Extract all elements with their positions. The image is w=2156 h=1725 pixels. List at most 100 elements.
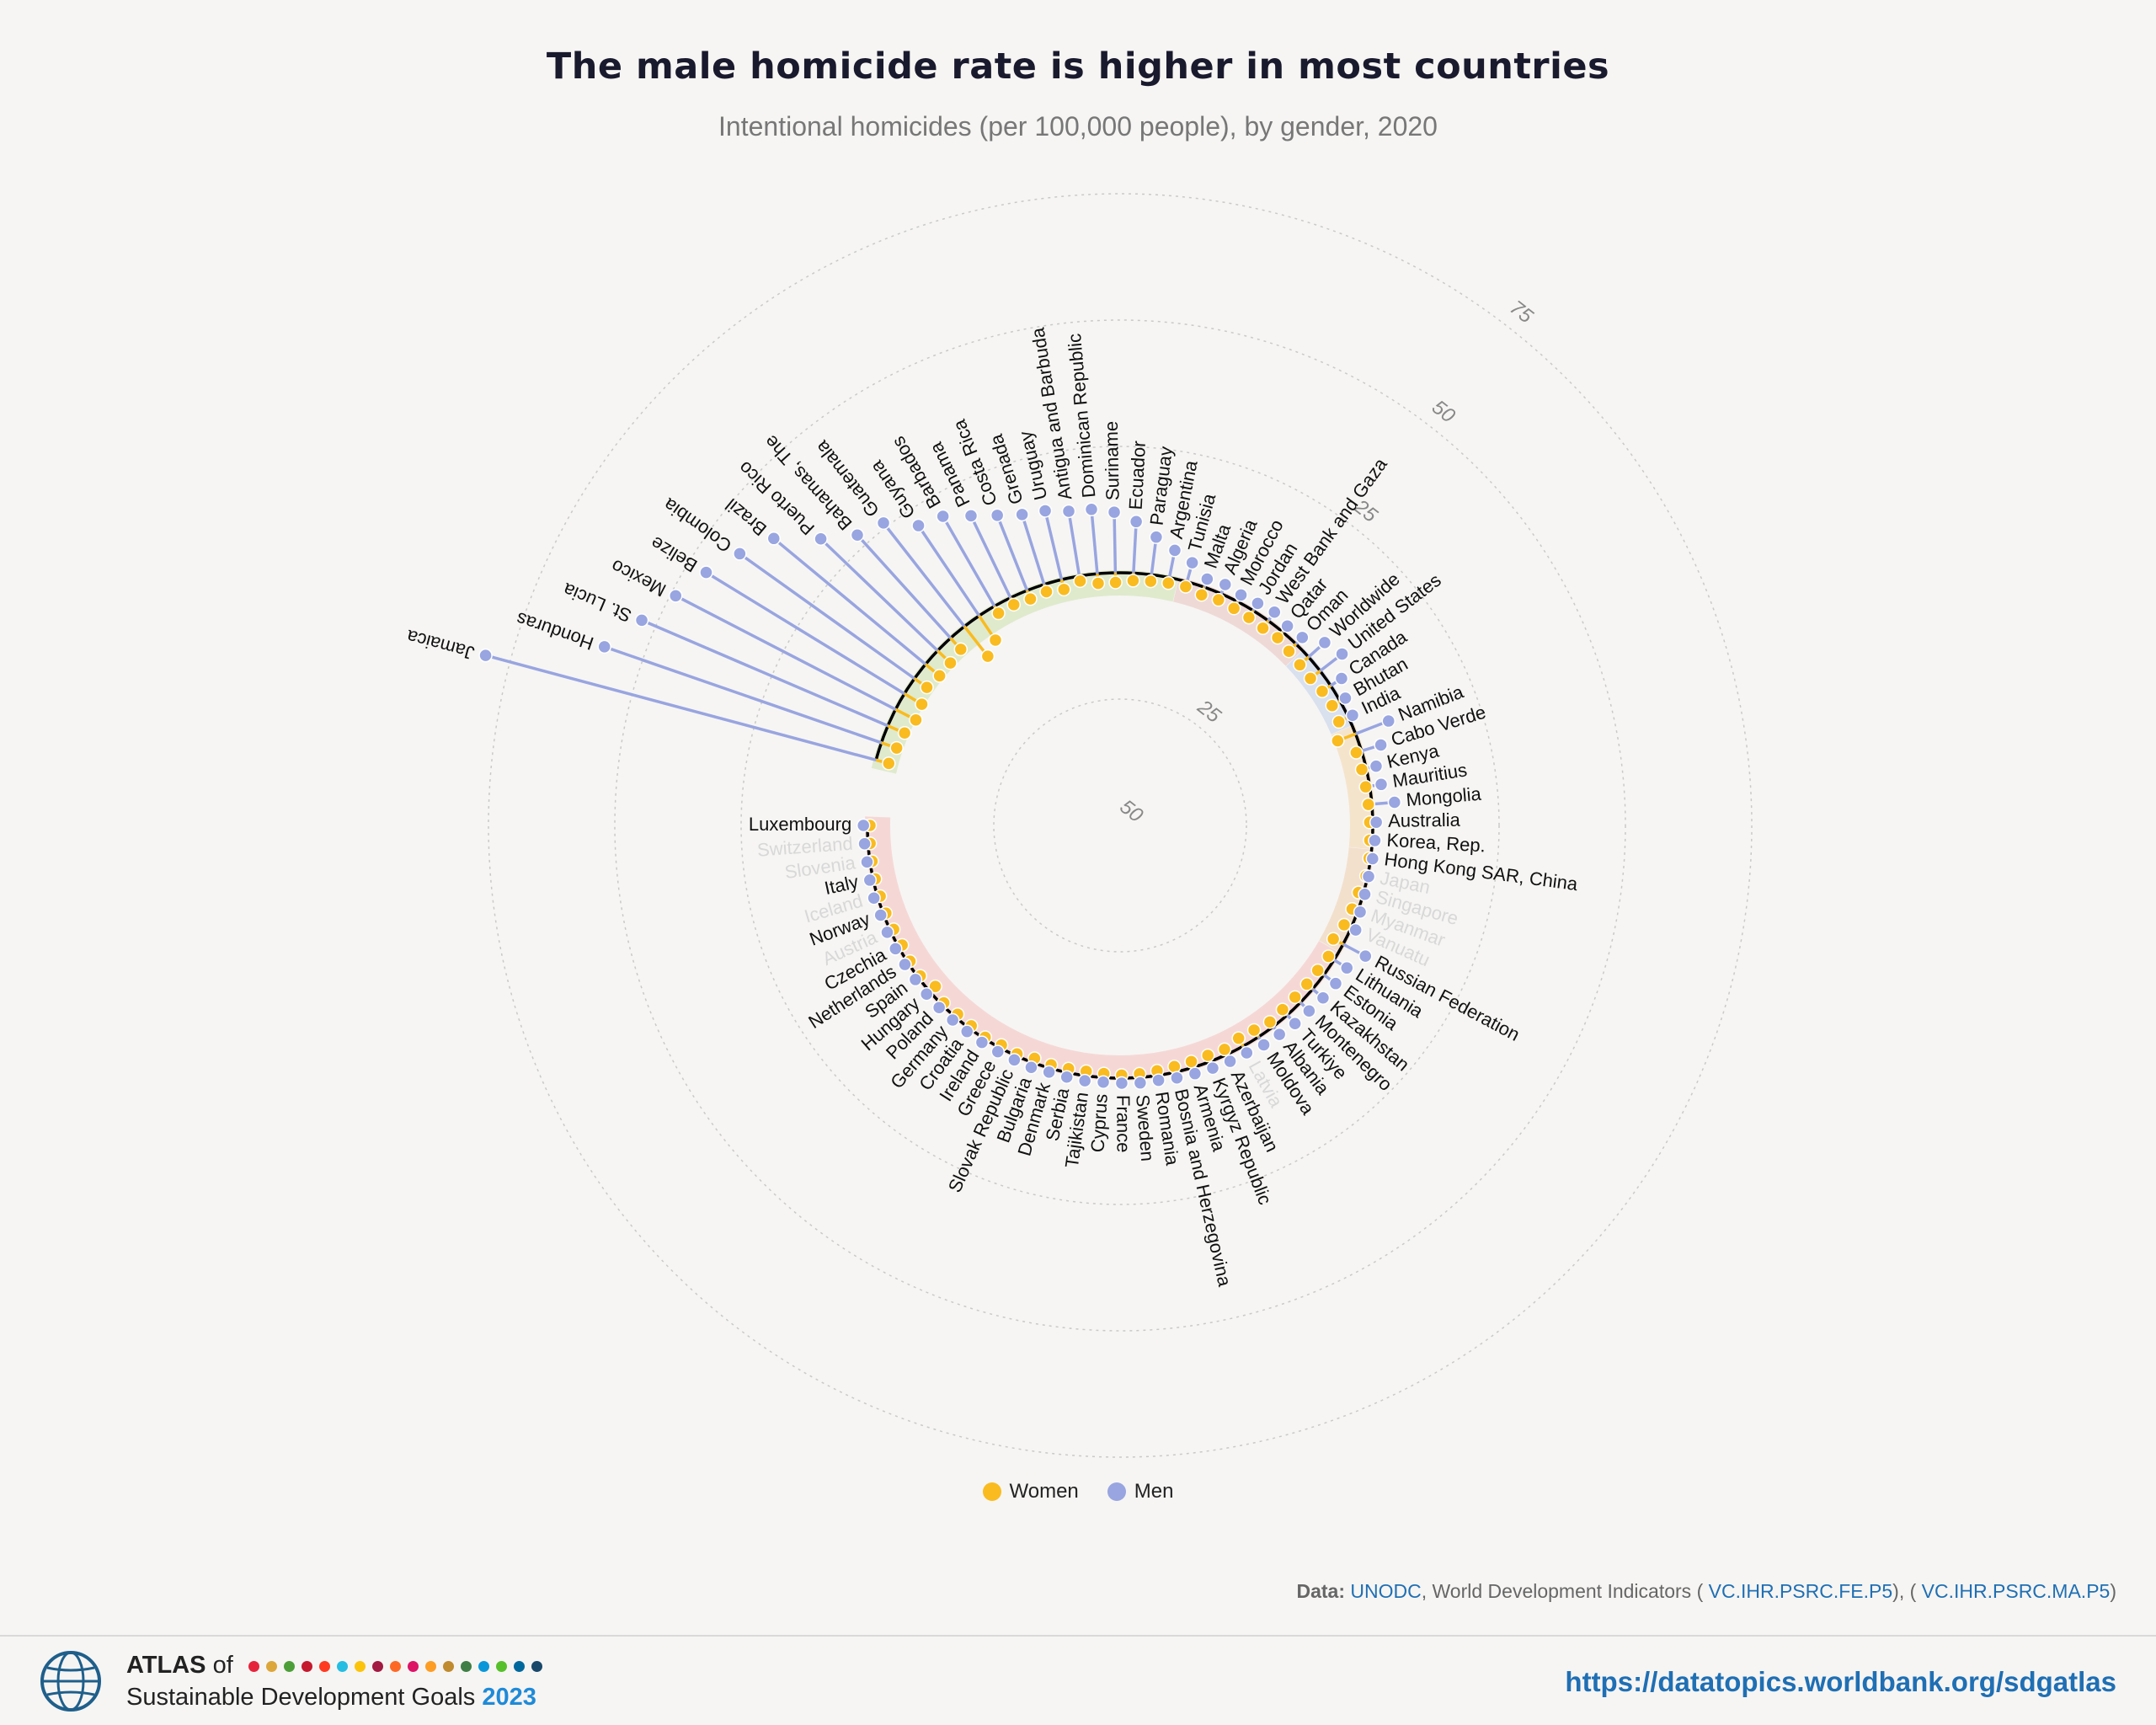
men-stem-uruguay: [1043, 510, 1064, 580]
women-point-hungary: [928, 979, 942, 994]
men-point-kyrgyz-republic: [1205, 1060, 1220, 1076]
women-point-antigua-and-barbuda: [1073, 574, 1087, 589]
men-point-russian-federation: [1358, 948, 1373, 964]
label-luxembourg: Luxembourg: [749, 814, 851, 835]
men-stem-honduras: [604, 645, 883, 745]
women-point-turkiye: [1275, 1002, 1290, 1017]
men-point-mexico: [669, 589, 683, 603]
men-stem-ecuador: [1132, 521, 1138, 574]
globe-icon: [40, 1651, 101, 1712]
sdg-dot-5: [318, 1660, 330, 1672]
source-end: ): [2110, 1580, 2116, 1602]
men-stem-grenada: [1020, 514, 1046, 585]
men-point-iceland: [867, 890, 881, 905]
label-sweden: Sweden: [1132, 1094, 1158, 1162]
men-point-puerto-rico: [814, 531, 828, 547]
label-suriname: Suriname: [1101, 421, 1123, 501]
source-code-fe-link[interactable]: VC.IHR.PSRC.FE.P5: [1708, 1580, 1893, 1602]
men-stem-colombia: [739, 553, 915, 681]
brand-atlas: ATLAS: [126, 1652, 206, 1679]
country-labels: LuxembourgSwitzerlandSloveniaItalyIcelan…: [404, 326, 1580, 1290]
men-stem-puerto-rico: [819, 537, 939, 652]
label-st-lucia: St. Lucia: [559, 579, 634, 627]
men-stem-panama: [969, 515, 1012, 599]
men-stem-guyana: [917, 525, 981, 617]
grid-circle-in-25: [993, 698, 1247, 953]
tick-in-25: 25: [1193, 695, 1225, 728]
label-mexico: Mexico: [607, 555, 669, 601]
footer-url-link[interactable]: https://datatopics.worldbank.org/sdgatla…: [1565, 1666, 2116, 1697]
men-stem-bahamas-the: [856, 534, 953, 639]
men-point-colombia: [733, 547, 747, 561]
men-point-romania: [1151, 1073, 1166, 1087]
sdg-color-dots: [248, 1660, 542, 1672]
men-point-myanmar: [1353, 905, 1368, 919]
men-point-ecuador: [1129, 515, 1144, 529]
legend-men-swatch: [1107, 1482, 1126, 1501]
grid-circle-out-50: [614, 319, 1626, 1332]
men-point-dominican-republic: [1084, 502, 1099, 516]
men-point-qatar: [1280, 619, 1294, 633]
sdg-dot-1: [248, 1660, 259, 1672]
legend-item-women[interactable]: Women: [982, 1480, 1079, 1503]
women-point-vanuatu: [1337, 917, 1352, 932]
brand-year: 2023: [482, 1684, 536, 1711]
men-point-bhutan: [1338, 691, 1353, 706]
men-point-turkiye: [1288, 1017, 1302, 1031]
women-point-tunisia: [1178, 579, 1193, 594]
women-point-united-states: [1303, 671, 1318, 686]
men-point-panama: [963, 509, 979, 523]
men-point-st-lucia: [634, 613, 649, 628]
women-point-morocco: [1226, 601, 1241, 616]
women-point-grenada: [1039, 585, 1054, 599]
sdg-dot-6: [336, 1660, 348, 1672]
women-point-oman: [1282, 644, 1296, 659]
women-point-azerbaijan: [1217, 1042, 1232, 1057]
men-point-brazil: [766, 531, 782, 546]
men-point-luxembourg: [856, 818, 871, 833]
women-point-algeria: [1211, 592, 1226, 607]
sdg-dot-4: [301, 1660, 312, 1672]
source-unodc-link[interactable]: UNODC: [1350, 1580, 1422, 1602]
sdg-dot-8: [371, 1660, 383, 1672]
men-point-honduras: [597, 639, 611, 654]
men-point-czechia: [889, 942, 903, 956]
men-point-austria: [880, 925, 894, 940]
women-point-latvia: [1231, 1031, 1246, 1045]
sdg-dot-16: [513, 1660, 525, 1672]
men-point-jamaica: [478, 648, 493, 663]
men-point-sweden: [1133, 1076, 1148, 1090]
men-point-oman: [1295, 630, 1310, 645]
source-code-ma-link[interactable]: VC.IHR.PSRC.MA.P5: [1921, 1580, 2111, 1602]
men-point-guyana: [911, 518, 926, 533]
men-point-albania: [1272, 1027, 1287, 1042]
men-point-ireland: [974, 1035, 990, 1049]
legend: Women Men: [0, 1480, 2156, 1503]
men-stem-mexico: [675, 594, 897, 711]
men-stem-costa-rica: [995, 515, 1029, 591]
men-point-united-states: [1335, 647, 1349, 661]
women-point-suriname: [1108, 575, 1123, 590]
brand-sdg-text: Sustainable Development Goals: [126, 1684, 476, 1711]
men-point-norway: [873, 908, 888, 922]
legend-women-label: Women: [1009, 1480, 1079, 1503]
men-point-greece: [990, 1044, 1006, 1059]
men-point-slovak-republic: [1007, 1053, 1022, 1067]
men-point-barbados: [936, 509, 950, 524]
label-france: France: [1113, 1095, 1134, 1153]
men-point-switzerland: [857, 836, 872, 852]
women-point-guyana: [988, 633, 1003, 648]
sdg-dot-14: [478, 1660, 489, 1672]
men-point-uruguay: [1038, 504, 1053, 518]
legend-item-men[interactable]: Men: [1107, 1480, 1173, 1503]
sdg-dot-12: [442, 1660, 454, 1672]
women-point-ecuador: [1126, 574, 1140, 588]
men-point-australia: [1369, 814, 1384, 830]
women-point-mongolia: [1361, 797, 1376, 812]
men-point-hong-kong-sar-china: [1365, 852, 1380, 866]
men-point-netherlands: [898, 957, 912, 972]
men-point-algeria: [1218, 577, 1233, 592]
men-point-paraguay: [1149, 530, 1164, 544]
women-point-namibia: [1331, 734, 1345, 748]
sdg-dot-3: [283, 1660, 295, 1672]
